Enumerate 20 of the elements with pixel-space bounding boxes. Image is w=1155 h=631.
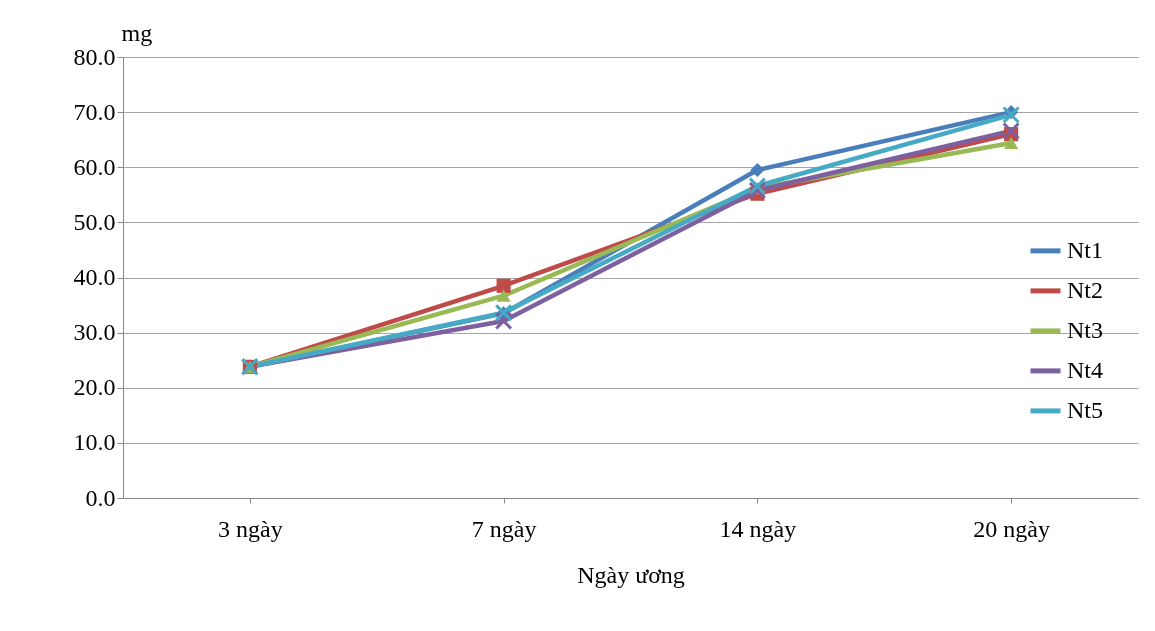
- legend-label: Nt3: [1067, 316, 1103, 343]
- x-tick-label: 20 ngày: [973, 515, 1050, 542]
- y-tick-label: 0.0: [85, 484, 116, 511]
- y-tick-label: 80.0: [73, 43, 116, 70]
- y-axis-title: mg: [121, 19, 153, 46]
- y-tick-label: 60.0: [73, 153, 116, 180]
- x-tick-label: 3 ngày: [218, 515, 283, 542]
- legend-label: Nt1: [1067, 236, 1103, 263]
- y-tick-label: 70.0: [73, 98, 116, 125]
- y-tick-label: 50.0: [73, 208, 116, 235]
- x-tick-label: 14 ngày: [719, 515, 797, 542]
- y-tick-label: 20.0: [73, 374, 116, 401]
- legend-label: Nt4: [1067, 356, 1103, 383]
- y-tick-label: 40.0: [73, 264, 116, 290]
- legend-label: Nt2: [1067, 276, 1103, 303]
- y-tick-label: 10.0: [73, 429, 116, 456]
- y-tick-label: 30.0: [73, 319, 116, 346]
- legend-label: Nt5: [1067, 396, 1103, 423]
- x-tick-label: 7 ngày: [471, 515, 537, 542]
- x-axis-title: Ngày ương: [577, 561, 685, 588]
